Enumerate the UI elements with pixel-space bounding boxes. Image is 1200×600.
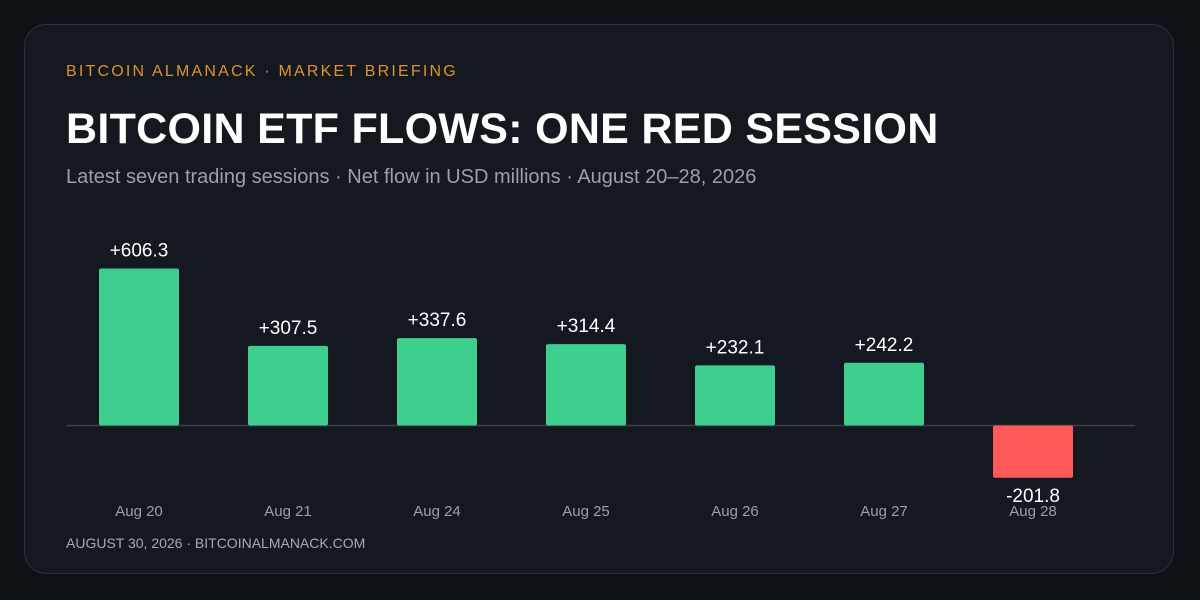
inflow-bar bbox=[99, 268, 179, 426]
bar-value-label: +337.6 bbox=[408, 310, 467, 331]
footer-dateline: AUGUST 30, 2026 · BITCOINALMANACK.COM bbox=[66, 535, 366, 551]
bar-value-label: +314.4 bbox=[557, 316, 616, 337]
outflow-bar bbox=[993, 425, 1073, 478]
inflow-bar bbox=[844, 362, 924, 426]
bar-value-label: +606.3 bbox=[110, 241, 169, 262]
inflow-bar bbox=[695, 365, 775, 426]
publication-kicker: BITCOIN ALMANACK · MARKET BRIEFING bbox=[66, 63, 458, 80]
bar-group: +606.3 Aug 20 +307.5 Aug 21 +337.6 Aug 24 +314… bbox=[99, 241, 1073, 520]
x-tick-label: Aug 25 bbox=[562, 503, 610, 520]
x-tick-label: Aug 21 bbox=[264, 503, 312, 520]
bar-value-label: +242.2 bbox=[855, 335, 914, 356]
briefing-card: BITCOIN ALMANACK · MARKET BRIEFING BITCO… bbox=[24, 24, 1174, 574]
bar-value-label: -201.8 bbox=[1006, 486, 1060, 507]
x-tick-label: Aug 27 bbox=[860, 503, 908, 520]
inflow-bar bbox=[546, 344, 626, 426]
bar-value-label: +307.5 bbox=[259, 318, 318, 339]
etf-flow-bar-chart: +606.3 Aug 20 +307.5 Aug 21 +337.6 Aug 24 +314… bbox=[66, 241, 1135, 520]
x-tick-label: Aug 28 bbox=[1009, 503, 1057, 520]
chart-subtitle: Latest seven trading sessions · Net flow… bbox=[66, 166, 757, 188]
bar-value-label: +232.1 bbox=[706, 337, 765, 358]
chart-title: BITCOIN ETF FLOWS: ONE RED SESSION bbox=[66, 105, 939, 153]
inflow-bar bbox=[397, 338, 477, 426]
x-tick-label: Aug 20 bbox=[115, 503, 163, 520]
x-tick-label: Aug 24 bbox=[413, 503, 461, 520]
x-tick-label: Aug 26 bbox=[711, 503, 759, 520]
inflow-bar bbox=[248, 345, 328, 426]
